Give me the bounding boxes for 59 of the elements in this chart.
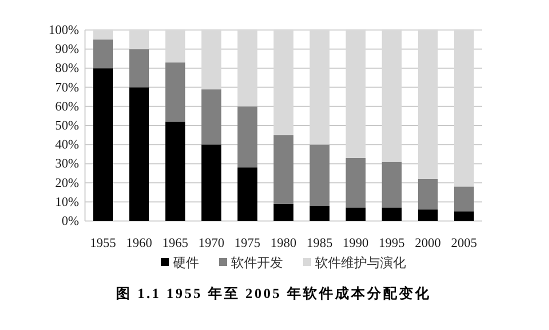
bar: [454, 186, 474, 212]
x-tick-label: 1970: [198, 235, 224, 250]
legend-label: 软件开发: [231, 256, 283, 271]
bar: [201, 89, 222, 145]
bar: [237, 106, 258, 168]
y-tick-label: 100%: [48, 22, 80, 37]
y-tick-label: 0%: [62, 213, 80, 228]
x-tick-label: 1995: [378, 235, 405, 250]
x-tick-label: 1985: [306, 235, 333, 250]
bar: [274, 204, 294, 221]
y-tick-label: 30%: [55, 156, 80, 171]
bar: [346, 30, 366, 158]
bar: [201, 144, 222, 221]
bar: [129, 30, 150, 50]
x-tick-label: 1955: [90, 235, 116, 250]
bar: [382, 162, 402, 208]
bar: [454, 211, 474, 221]
x-tick-label: 1965: [162, 235, 188, 250]
bar: [310, 30, 330, 145]
bar: [418, 178, 438, 210]
x-tick-label: 1990: [342, 235, 369, 250]
bar: [165, 122, 186, 221]
bar: [382, 208, 402, 221]
bar: [274, 135, 294, 204]
legend-label: 软件维护与演化: [315, 256, 406, 271]
bar: [418, 30, 438, 179]
y-tick-label: 10%: [55, 194, 80, 209]
bar: [129, 87, 150, 221]
x-tick-label: 2000: [414, 235, 441, 250]
bar: [93, 68, 113, 221]
bar: [201, 30, 222, 90]
x-tick-label: 1960: [126, 235, 152, 250]
bar: [346, 158, 366, 208]
bar: [418, 210, 438, 221]
y-tick-label: 80%: [55, 60, 80, 76]
bar: [93, 30, 113, 40]
y-tick-label: 20%: [55, 174, 80, 190]
bar: [346, 208, 366, 221]
bar: [454, 30, 474, 187]
x-tick-label: 2005: [450, 235, 477, 250]
text: 图 1.1 1955 年至 2005 年软件成本分配变化: [116, 285, 431, 302]
bar: [165, 30, 186, 62]
bar: [310, 144, 330, 206]
bar: [310, 206, 330, 221]
x-tick-label: 1980: [270, 235, 296, 250]
bar: [93, 40, 113, 68]
bar: [382, 30, 402, 162]
y-tick-label: 40%: [55, 136, 80, 152]
bar: [274, 30, 294, 136]
y-tick-label: 70%: [55, 79, 80, 94]
bar: [237, 168, 258, 221]
y-tick-label: 60%: [55, 98, 80, 114]
bar: [237, 30, 258, 106]
y-tick-label: 50%: [55, 118, 80, 132]
bar: [165, 62, 186, 122]
y-tick-label: 90%: [55, 41, 80, 56]
x-tick-label: 1975: [234, 235, 260, 250]
legend-label: 硬件: [173, 256, 199, 271]
bar: [129, 49, 150, 88]
